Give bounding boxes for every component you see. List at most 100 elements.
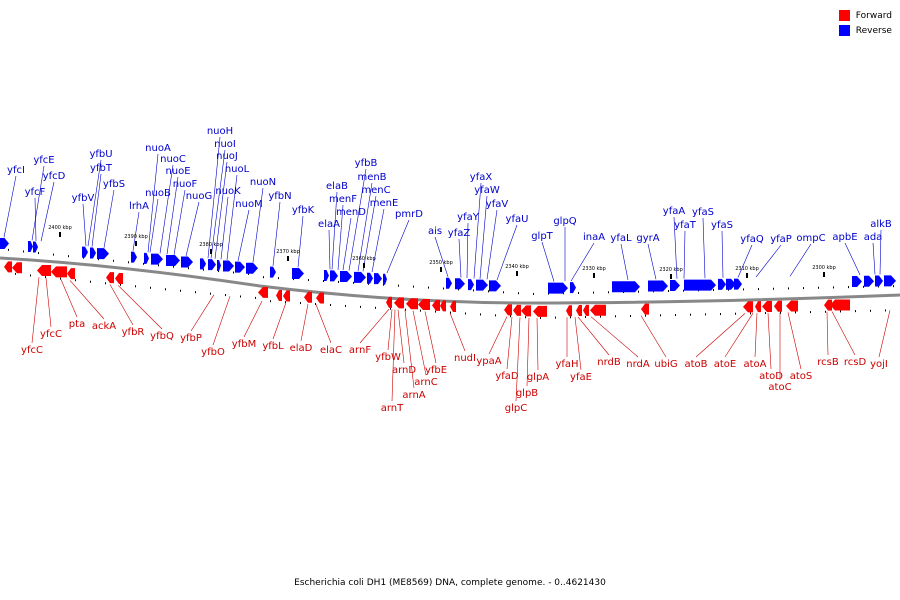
reverse-leader-line xyxy=(159,164,174,254)
reverse-gene-label: yfcF xyxy=(25,187,46,198)
reverse-leader-line xyxy=(91,173,102,247)
reverse-gene-arrow xyxy=(612,281,640,293)
reverse-gene-label: lrhA xyxy=(129,201,149,212)
forward-gene-label: yfbE xyxy=(425,365,447,376)
reverse-leader-line xyxy=(755,244,782,278)
minor-tick xyxy=(563,292,564,295)
forward-gene-label: nrdA xyxy=(626,359,650,370)
forward-swatch xyxy=(838,10,850,21)
leader-lines xyxy=(3,136,891,402)
forward-leader-line xyxy=(404,310,415,389)
forward-gene-arrow xyxy=(440,300,446,312)
minor-tick xyxy=(473,289,474,292)
forward-gene-arrow xyxy=(450,300,456,312)
minor-tick xyxy=(120,283,121,286)
forward-gene-labels: yfcC yfcC pta ackA yfbR yfbQ yfbP yfbO yfbM yfbL e… xyxy=(21,319,888,414)
forward-leader-line xyxy=(787,312,802,370)
position-marker-tick xyxy=(210,249,212,254)
reverse-gene-arrow xyxy=(367,272,373,284)
forward-leader-line xyxy=(109,284,134,326)
reverse-leader-line xyxy=(620,243,629,280)
minor-tick xyxy=(300,302,301,305)
forward-strand-features xyxy=(4,261,850,317)
reverse-leader-line xyxy=(173,189,186,255)
reverse-gene-arrow xyxy=(734,278,742,290)
reverse-gene-label: yfaP xyxy=(770,234,792,245)
minor-tick xyxy=(630,314,631,317)
minor-tick xyxy=(68,255,69,258)
reverse-gene-arrow xyxy=(455,278,465,290)
reverse-leader-line xyxy=(87,159,102,247)
minor-tick xyxy=(315,303,316,306)
reverse-gene-arrow xyxy=(852,276,862,288)
reverse-gene-arrow xyxy=(217,259,221,271)
forward-gene-label: yfbW xyxy=(375,352,401,363)
reverse-gene-arrow xyxy=(864,275,874,287)
reverse-gene-label: yfbS xyxy=(103,179,125,190)
reverse-leader-line xyxy=(328,229,331,270)
reverse-gene-label: yfaZ xyxy=(448,228,471,239)
position-marker-label: 2350 kbp xyxy=(429,260,453,266)
reverse-gene-label: nuoK xyxy=(215,186,241,197)
minor-tick xyxy=(503,291,504,294)
minor-tick xyxy=(255,296,256,299)
forward-gene-arrow xyxy=(521,305,531,317)
forward-leader-line xyxy=(695,313,746,358)
minor-tick xyxy=(98,258,99,261)
reverse-leader-line xyxy=(647,243,657,280)
minor-tick xyxy=(158,264,159,267)
minor-tick xyxy=(270,300,271,303)
reverse-gene-arrow xyxy=(340,271,352,283)
minor-tick xyxy=(758,288,759,291)
minor-tick xyxy=(675,314,676,317)
reverse-gene-arrow xyxy=(489,280,501,292)
minor-tick xyxy=(765,312,766,315)
forward-leader-line xyxy=(190,294,215,332)
forward-leader-line xyxy=(391,309,396,402)
reverse-gene-arrow xyxy=(670,279,680,291)
reverse-leader-line xyxy=(570,242,595,282)
position-marker-label: 2360 kbp xyxy=(352,256,376,262)
minor-tick xyxy=(668,290,669,293)
forward-gene-arrow xyxy=(304,291,312,303)
minor-tick xyxy=(278,277,279,280)
legend-reverse-label: Reverse xyxy=(855,25,892,36)
reverse-gene-label: yfbK xyxy=(292,205,315,216)
legend-forward-label: Forward xyxy=(855,10,892,21)
minor-tick xyxy=(368,282,369,285)
reverse-gene-arrow xyxy=(166,255,180,267)
reverse-gene-label: yfbN xyxy=(268,191,291,202)
forward-gene-arrow xyxy=(762,300,772,312)
forward-gene-label: nudI xyxy=(454,353,476,364)
reverse-leader-line xyxy=(348,168,367,271)
reverse-leader-line xyxy=(166,176,179,255)
minor-tick xyxy=(405,308,406,311)
forward-gene-arrow xyxy=(67,268,75,280)
reverse-leader-line xyxy=(82,203,87,247)
minor-tick xyxy=(435,310,436,313)
minor-tick xyxy=(15,272,16,275)
forward-leader-line xyxy=(449,312,466,352)
reverse-leader-line xyxy=(297,215,304,268)
minor-tick xyxy=(353,281,354,284)
position-marker-label: 2380 kbp xyxy=(199,242,223,248)
position-marker-tick xyxy=(287,256,289,261)
reverse-gene-label: yfaV xyxy=(486,199,509,210)
position-marker-tick xyxy=(363,263,365,268)
forward-leader-line xyxy=(526,317,530,387)
reverse-leader-line xyxy=(31,165,45,241)
reverse-gene-arrow xyxy=(208,259,216,271)
forward-leader-line xyxy=(724,313,754,358)
reverse-leader-line xyxy=(132,211,140,251)
forward-leader-line xyxy=(412,310,427,376)
minor-tick xyxy=(690,313,691,316)
minor-tick xyxy=(600,315,601,318)
reverse-gene-label: yfaS xyxy=(711,220,733,231)
reverse-leader-line xyxy=(207,136,221,259)
minor-tick xyxy=(248,272,249,275)
reverse-gene-arrow xyxy=(200,258,206,270)
reverse-gene-arrow xyxy=(570,282,576,294)
reverse-gene-arrow xyxy=(476,279,488,291)
forward-leader-line xyxy=(590,316,639,358)
forward-gene-label: yfbL xyxy=(262,341,284,352)
